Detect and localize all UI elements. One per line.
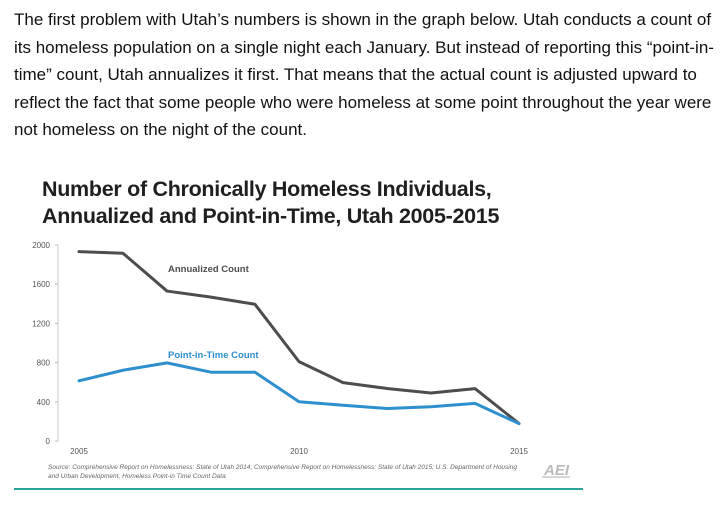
bottom-divider bbox=[14, 488, 583, 490]
aei-logo: AEI bbox=[542, 462, 570, 479]
y-tick-label: 800 bbox=[37, 359, 51, 368]
annualized-series-line bbox=[77, 250, 521, 426]
article-paragraph: The first problem with Utah’s numbers is… bbox=[14, 10, 714, 139]
chart-title-line-2: Annualized and Point-in-Time, Utah 2005-… bbox=[42, 204, 500, 228]
x-tick-label: 2005 bbox=[70, 447, 88, 456]
point-in-time-series-label: Point-in-Time Count bbox=[168, 350, 259, 361]
y-tick-label: 400 bbox=[37, 398, 51, 407]
chart-title-line-1: Number of Chronically Homeless Individua… bbox=[42, 177, 492, 201]
aei-logo-text: AEI bbox=[543, 462, 570, 479]
y-tick-label: 0 bbox=[46, 437, 51, 446]
y-tick-label: 1600 bbox=[32, 280, 50, 289]
chart-source: Source: Comprehensive Report on Homeless… bbox=[48, 464, 517, 480]
point-in-time-series-line bbox=[77, 361, 521, 426]
y-tick-label: 2000 bbox=[32, 241, 50, 250]
y-tick-label: 1200 bbox=[32, 319, 50, 328]
x-tick-label: 2015 bbox=[510, 447, 528, 456]
annualized-series-label: Annualized Count bbox=[168, 264, 250, 275]
chart-title: Number of Chronically Homeless Individua… bbox=[42, 176, 602, 230]
x-tick-label: 2010 bbox=[290, 447, 308, 456]
